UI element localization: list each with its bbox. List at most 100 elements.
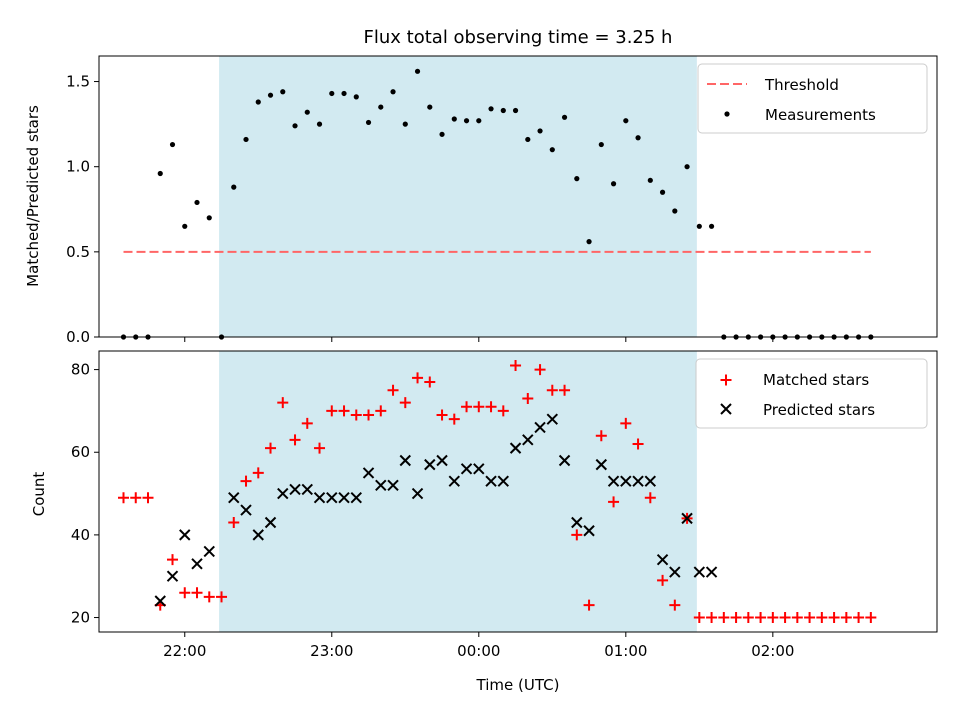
matched-star-point [816, 612, 828, 624]
bottom-observing-window [219, 351, 697, 632]
measurement-point [169, 141, 176, 148]
measurement-point [206, 215, 212, 221]
measurement-point [561, 114, 568, 120]
top-y-tick-label: 0.5 [66, 243, 90, 261]
measurement-point [365, 119, 372, 126]
measurement-point [757, 334, 764, 340]
bottom-x-tick-label: 22:00 [163, 642, 206, 660]
measurement-point [488, 106, 494, 112]
predicted-star-point [326, 491, 338, 504]
predicted-star-point [264, 516, 277, 529]
chart-title: Flux total observing time = 3.25 h [364, 27, 673, 48]
matched-star-point [216, 591, 228, 603]
matched-star-point [485, 401, 497, 413]
bottom-x-tick-label: 02:00 [751, 642, 794, 660]
measurement-point [843, 334, 849, 340]
legend-measurement-label: Measurements [765, 106, 876, 124]
matched-star-point [375, 405, 387, 417]
measurement-point [182, 223, 188, 229]
measurement-point [623, 118, 629, 124]
matched-star-point [289, 434, 301, 446]
matched-star-point [228, 516, 240, 528]
matched-star-point [118, 492, 130, 504]
matched-star-point [595, 430, 607, 442]
matched-star-point [559, 384, 571, 396]
predicted-star-point [607, 475, 620, 487]
measurement-point [770, 334, 776, 340]
matched-star-point [534, 364, 546, 376]
predicted-star-point [656, 553, 669, 566]
measurement-point [255, 99, 261, 105]
matched-star-point [853, 612, 865, 624]
predicted-star-point [289, 483, 301, 496]
predicted-star-point [252, 529, 264, 541]
matched-star-point [644, 492, 656, 504]
measurement-point [378, 104, 384, 110]
matched-star-point [718, 612, 730, 624]
measurement-point [145, 334, 151, 340]
measurement-point [120, 334, 127, 340]
measurement-point [427, 104, 433, 110]
bottom-y-tick-label: 60 [71, 443, 90, 461]
matched-star-point [657, 574, 669, 586]
bottom-x-tick-label: 01:00 [604, 642, 647, 660]
measurement-point [525, 136, 531, 143]
matched-star-point [546, 384, 558, 396]
matched-star-point [203, 591, 215, 603]
measurement-point [868, 334, 874, 340]
measurement-point [316, 121, 323, 127]
matched-star-point [191, 587, 203, 599]
matched-star-point [130, 492, 142, 504]
measurement-point [476, 118, 482, 124]
measurement-point [231, 184, 237, 190]
predicted-star-point [644, 475, 657, 487]
predicted-star-point [399, 454, 411, 467]
measurement-point [794, 334, 800, 340]
legend-matched-label: Matched stars [763, 371, 869, 389]
measurement-point [782, 334, 788, 340]
matched-star-point [142, 492, 154, 504]
measurement-point [855, 334, 862, 340]
predicted-star-point [228, 491, 240, 504]
predicted-star-point [350, 491, 362, 504]
measurement-point [672, 208, 678, 214]
measurement-point [280, 89, 286, 95]
measurement-point [402, 121, 408, 127]
measurement-point [390, 89, 396, 95]
predicted-star-point [595, 458, 608, 471]
measurement-point [574, 176, 580, 182]
predicted-star-point [485, 475, 497, 487]
matched-star-point [473, 401, 485, 413]
legend-matched-swatch [720, 374, 732, 386]
top-y-axis-label: Matched/Predicted stars [24, 105, 42, 287]
measurement-point [353, 94, 359, 100]
matched-star-point [706, 612, 718, 624]
predicted-star-point [460, 463, 473, 475]
predicted-star-point [620, 475, 632, 487]
measurement-point [243, 136, 249, 143]
top-legend: Threshold Measurements [697, 63, 928, 134]
matched-star-point [448, 413, 460, 425]
matched-star-point [571, 529, 583, 541]
predicted-star-point [387, 479, 399, 492]
predicted-star-point [424, 458, 436, 471]
measurement-point [341, 90, 347, 97]
predicted-star-point [558, 454, 571, 467]
predicted-star-point [375, 479, 387, 492]
predicted-star-point [411, 487, 424, 500]
predicted-star-point [497, 475, 510, 487]
matched-star-point [314, 442, 326, 454]
measurement-point [745, 334, 751, 340]
predicted-star-point [191, 558, 203, 570]
top-axes-frame [98, 55, 938, 338]
matched-star-point [828, 612, 840, 624]
matched-star-point [167, 554, 179, 566]
matched-star-point [424, 376, 436, 388]
predicted-star-point [240, 504, 252, 516]
matched-star-point [669, 599, 681, 611]
measurement-point [831, 334, 837, 340]
predicted-star-point [583, 525, 595, 537]
measurement-point [721, 334, 727, 340]
matched-star-point [497, 405, 509, 417]
